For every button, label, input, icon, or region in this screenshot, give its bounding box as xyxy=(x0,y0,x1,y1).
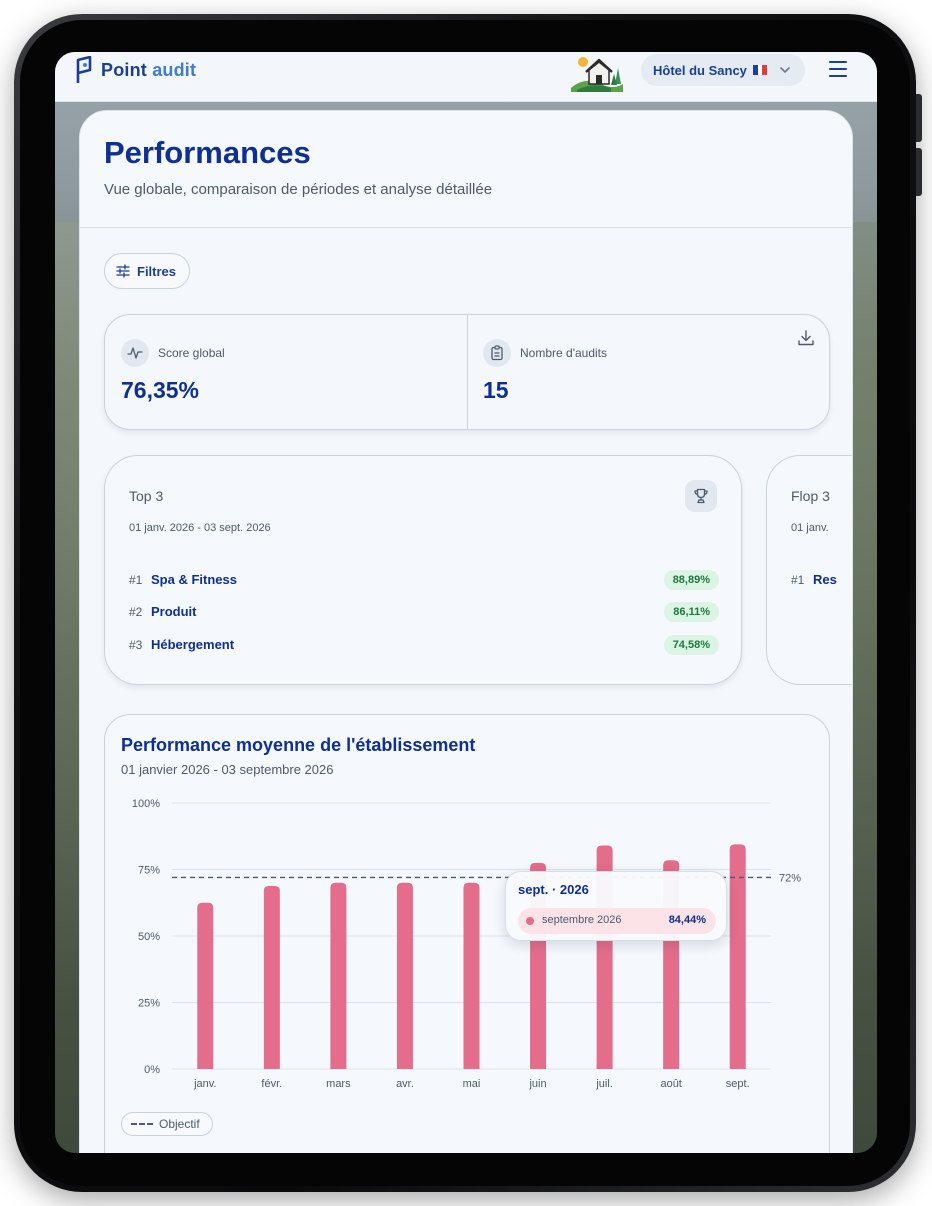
tooltip-series-dot xyxy=(526,917,534,925)
y-tick-label: 75% xyxy=(138,865,160,877)
x-tick-label: févr. xyxy=(261,1078,282,1090)
kpi-audits-count: Nombre d'audits 15 xyxy=(467,315,829,429)
rank-number: #3 xyxy=(129,638,143,652)
chart-bar xyxy=(263,885,280,1069)
top3-title: Top 3 xyxy=(129,488,164,504)
rank-score-badge: 86,11% xyxy=(664,602,719,622)
brand-logo[interactable]: Point audit xyxy=(75,56,196,84)
chevron-down-icon xyxy=(780,67,790,74)
kpi-score-global: Score global 76,35% xyxy=(105,315,467,429)
flop3-title: Flop 3 xyxy=(791,488,830,504)
rank-score-badge: 74,58% xyxy=(663,635,719,655)
chart-date-range: 01 janvier 2026 - 03 septembre 2026 xyxy=(121,762,334,777)
rank-number: #1 xyxy=(791,573,805,587)
point-audit-logo-icon xyxy=(76,56,92,83)
performance-chart-card: Performance moyenne de l'établissement 0… xyxy=(104,714,830,1153)
screen: Point audit Hôtel du Sancy xyxy=(55,52,877,1153)
brand-name-part1: Point xyxy=(101,59,147,80)
top3-row[interactable]: #2 Produit 86,11% xyxy=(129,602,719,622)
chart-bar xyxy=(463,882,480,1069)
kpi-score-value: 76,35% xyxy=(121,377,200,403)
top3-card: Top 3 01 janv. 2026 - 03 sept. 2026 #1 S… xyxy=(104,455,742,685)
volume-up-button xyxy=(916,94,922,142)
flop3-row[interactable]: #1 Res xyxy=(791,570,852,590)
page-header: Performances Vue globale, comparaison de… xyxy=(80,111,852,228)
x-tick-label: mai xyxy=(463,1078,481,1090)
rank-number: #2 xyxy=(129,605,143,619)
dashed-line-icon xyxy=(131,1123,153,1125)
page-title: Performances xyxy=(104,135,311,170)
brand-name-part2: audit xyxy=(152,59,197,80)
kpi-summary-card: Score global 76,35% Nombre d'audits 15 xyxy=(104,314,830,430)
main-panel: Performances Vue globale, comparaison de… xyxy=(79,110,853,1153)
top3-row[interactable]: #3 Hébergement 74,58% xyxy=(129,635,719,655)
y-tick-label: 25% xyxy=(138,998,160,1010)
x-tick-label: juil. xyxy=(595,1078,613,1090)
x-tick-label: avr. xyxy=(396,1078,414,1090)
activity-icon xyxy=(121,339,149,367)
x-tick-label: janv. xyxy=(193,1078,216,1090)
page-subtitle: Vue globale, comparaison de périodes et … xyxy=(104,181,493,198)
rank-category-name: Res xyxy=(813,572,837,587)
y-tick-label: 0% xyxy=(144,1064,160,1076)
rank-category-name: Spa & Fitness xyxy=(151,572,237,587)
flop3-card[interactable]: Flop 3 01 janv. #1 Res xyxy=(766,455,852,685)
rank-score-badge: 88,89% xyxy=(663,570,719,590)
chart-tooltip: sept. · 2026 septembre 2026 84,44% xyxy=(505,871,727,941)
clipboard-icon xyxy=(483,339,511,367)
filters-button[interactable]: Filtres xyxy=(104,253,190,289)
menu-icon[interactable] xyxy=(829,61,847,77)
tooltip-title: sept. · 2026 xyxy=(518,882,589,897)
sliders-icon xyxy=(116,264,130,278)
rank-number: #1 xyxy=(129,573,143,587)
french-flag-icon xyxy=(752,65,767,75)
y-tick-label: 100% xyxy=(132,798,160,810)
tooltip-row: septembre 2026 84,44% xyxy=(518,908,716,934)
tooltip-label: septembre 2026 xyxy=(542,914,622,926)
tooltip-value: 84,44% xyxy=(668,914,706,926)
y-tick-label: 50% xyxy=(138,931,160,943)
brand-name: Point audit xyxy=(101,60,196,81)
trophy-icon xyxy=(685,480,717,512)
hotel-house-icon xyxy=(571,57,623,92)
hotel-name: Hôtel du Sancy xyxy=(653,62,747,78)
chart-bar xyxy=(330,882,347,1069)
chart-bar xyxy=(729,844,746,1069)
top3-date-range: 01 janv. 2026 - 03 sept. 2026 xyxy=(129,522,271,534)
kpi-audits-label: Nombre d'audits xyxy=(520,346,607,360)
legend-label: Objectif xyxy=(159,1117,200,1131)
kpi-divider xyxy=(467,315,468,429)
x-tick-label: mars xyxy=(326,1078,351,1090)
kpi-audits-value: 15 xyxy=(483,377,509,403)
objective-label: 72% xyxy=(779,872,801,884)
top3-row[interactable]: #1 Spa & Fitness 88,89% xyxy=(129,570,719,590)
chart-bar xyxy=(197,902,214,1069)
filters-label: Filtres xyxy=(137,263,177,279)
chart-legend-objective[interactable]: Objectif xyxy=(121,1112,213,1136)
flop3-date-range: 01 janv. xyxy=(791,522,829,534)
rank-category-name: Produit xyxy=(151,604,197,619)
download-icon[interactable] xyxy=(797,329,815,347)
top-navigation-bar: Point audit Hôtel du Sancy xyxy=(55,52,877,102)
hotel-selector[interactable]: Hôtel du Sancy xyxy=(641,54,805,86)
kpi-score-label: Score global xyxy=(158,346,225,360)
performance-bar-chart[interactable]: 0% 25% 50% 75% 100% janv. févr. mars avr. mai juin… xyxy=(105,789,831,1109)
chart-title: Performance moyenne de l'établissement xyxy=(121,735,476,755)
x-tick-label: sept. xyxy=(726,1078,750,1090)
chart-bar xyxy=(396,882,413,1069)
volume-down-button xyxy=(916,148,922,196)
x-tick-label: août xyxy=(660,1078,681,1090)
x-tick-label: juin xyxy=(528,1078,546,1090)
rank-category-name: Hébergement xyxy=(151,637,235,652)
